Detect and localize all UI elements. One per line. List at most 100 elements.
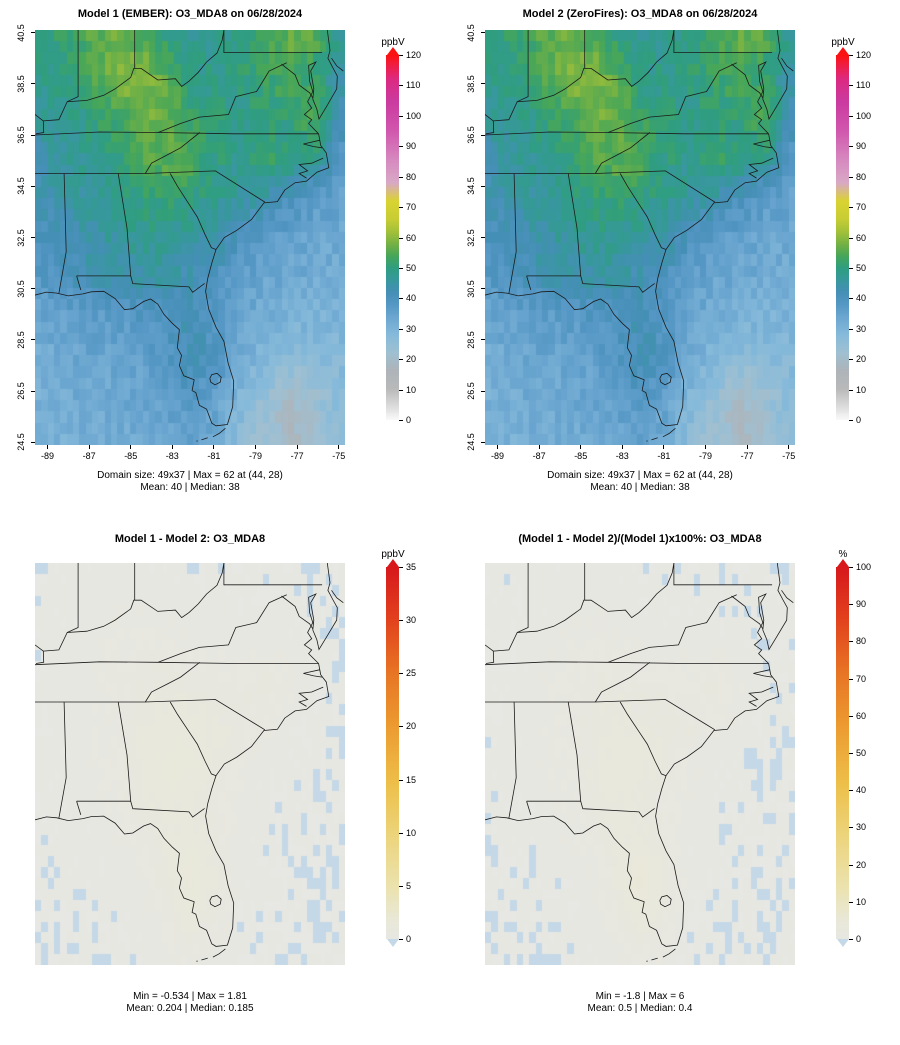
state-boundary-overlay [35,563,344,962]
panel-difference: Model 1 - Model 2: O3_MDA8 ppbV 0 5 10 15 20… [0,525,450,1045]
colorbar-overflow-tip [386,559,399,567]
colorbar-tick-label: 35 [406,562,417,572]
x-axis-tick-label: -77 [740,451,754,461]
colorbar-tickmark [849,939,853,940]
colorbar-tick-label: 70 [856,202,867,213]
colorbar-tickmark [399,885,403,887]
x-axis-tickmark [171,445,173,449]
colorbar-tick-label: 10 [856,384,867,395]
colorbar-tick-label: 120 [856,50,872,60]
colorbar-tick-label: 110 [856,80,871,91]
colorbar-tickmark [849,715,853,717]
colorbar-tick-label: 90 [856,599,867,610]
x-axis-tick-label: -89 [40,451,54,461]
colorbar-tickmark [849,567,853,568]
x-axis-tickmark [580,445,582,449]
y-axis-tick-label: 32.5 [16,228,26,247]
colorbar-tick-label: 20 [406,721,417,732]
colorbar-tickmark [849,207,853,209]
colorbar-tickmark [399,389,403,391]
colorbar-tick-label: 0 [406,934,412,944]
colorbar-unit-label: ppbV [381,37,405,48]
colorbar-tick-label: 10 [406,827,417,838]
colorbar-tickmark [849,85,853,87]
colorbar-tick-label: 80 [406,171,417,182]
colorbar-tickmark [399,176,403,178]
x-axis-tick-label: -75 [332,451,346,461]
colorbar-unit-label: ppbV [381,549,405,560]
x-axis-tickmark [46,445,48,449]
panel-title: Model 1 (EMBER): O3_MDA8 on 06/28/2024 [77,8,303,20]
colorbar-tick-label: 50 [856,262,867,273]
x-axis-tick-label: -83 [615,451,629,461]
colorbar-tickmark [849,298,853,300]
model2-heatmap [485,30,795,445]
y-axis-tick-label: 24.5 [16,433,26,452]
x-axis-tick-label: -81 [207,451,221,461]
state-boundary-overlay [35,30,344,442]
y-axis-tick-label: 24.5 [466,433,476,452]
colorbar-overflow-tip [386,47,399,55]
percent-difference-heatmap [485,563,795,965]
colorbar-tick-label: 120 [406,50,422,60]
x-axis-tick-label: -87 [82,451,96,461]
x-axis-tickmark [338,445,340,449]
colorbar-gradient [386,567,399,939]
colorbar-overflow-tip [836,559,849,567]
stats-line-1: Domain size: 49x37 | Max = 62 at (44, 28… [97,470,283,481]
colorbar-tick-label: 40 [406,293,417,304]
colorbar-tickmark [399,726,403,728]
colorbar-tick-label: 30 [406,323,417,334]
y-axis-tick-label: 36.5 [16,126,26,144]
panel-title: Model 2 (ZeroFires): O3_MDA8 on 06/28/20… [522,8,758,20]
colorbar-tickmark [399,207,403,209]
colorbar-tickmark [399,55,403,56]
colorbar-tickmark [849,176,853,178]
stats-line-1: Domain size: 49x37 | Max = 62 at (44, 28… [547,470,733,481]
stats-line-2: Mean: 0.5 | Median: 0.4 [587,1003,693,1014]
colorbar-tick-label: 80 [856,171,867,182]
stats-line-2: Mean: 40 | Median: 38 [590,482,690,493]
colorbar-underflow-tip [386,939,399,947]
state-boundary-overlay [485,563,794,962]
colorbar-gradient [836,567,849,939]
y-axis-tick-label: 40.5 [466,23,476,42]
colorbar-tick-label: 5 [406,880,412,891]
stats-line-2: Mean: 40 | Median: 38 [140,482,240,493]
colorbar-gradient [386,55,399,420]
colorbar-tick-label: 60 [406,232,417,243]
colorbar-tickmark [849,604,853,606]
colorbar-gradient [836,55,849,420]
colorbar-tick-label: 90 [856,141,867,152]
x-axis-tick-label: -79 [699,451,713,461]
y-axis-tick-label: 34.5 [466,177,476,196]
colorbar-tick-label: 70 [406,202,417,213]
panel-title: (Model 1 - Model 2)/(Model 1)x100%: O3_M… [518,533,762,545]
colorbar-tick-label: 50 [406,262,417,273]
x-axis-tickmark [213,445,215,449]
x-axis-tick-label: -75 [782,451,796,461]
x-axis-tickmark [663,445,665,449]
colorbar-tickmark [399,620,403,622]
colorbar-tick-label: 10 [856,896,867,907]
colorbar-tick-label: 10 [406,384,417,395]
colorbar-tick-label: 20 [856,354,867,365]
colorbar-tickmark [849,753,853,754]
difference-heatmap [35,563,345,965]
colorbar-tickmark [849,115,853,117]
colorbar-tick-label: 90 [406,141,417,152]
colorbar-tickmark [849,678,853,680]
colorbar-tickmark [399,779,403,781]
x-axis-tickmark [746,445,748,449]
y-axis-tick-label: 30.5 [466,279,476,298]
panel-percent-difference: (Model 1 - Model 2)/(Model 1)x100%: O3_M… [450,525,900,1045]
x-axis-tickmark [88,445,90,449]
colorbar-tickmark [849,790,853,792]
colorbar-tickmark [399,298,403,300]
x-axis-tick-label: -79 [249,451,263,461]
y-axis-tick-label: 32.5 [466,228,476,247]
y-axis-tick-label: 34.5 [16,177,26,196]
stats-line-1: Min = -1.8 | Max = 6 [595,991,685,1002]
colorbar-unit-label: ppbV [831,37,855,48]
